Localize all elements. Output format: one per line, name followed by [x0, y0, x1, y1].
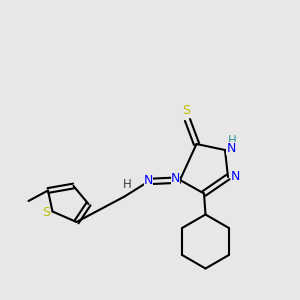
Text: N: N: [144, 173, 153, 187]
Text: H: H: [123, 178, 132, 191]
Text: N: N: [171, 172, 180, 185]
Text: N: N: [226, 142, 236, 155]
Text: N: N: [231, 170, 240, 184]
Text: S: S: [182, 104, 190, 118]
Text: H: H: [228, 134, 237, 148]
Text: S: S: [42, 206, 50, 220]
